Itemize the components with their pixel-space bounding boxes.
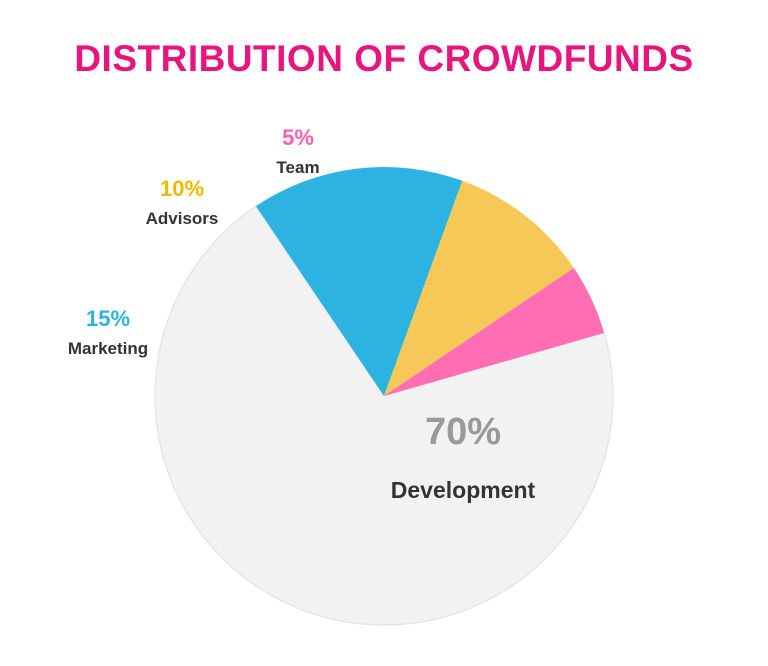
pie-slice-development	[154, 205, 614, 626]
pie-slice-team	[384, 267, 605, 396]
category-label-team: Team	[276, 158, 319, 177]
category-label-advisors: Advisors	[146, 209, 219, 228]
value-label-advisors: 10%	[160, 176, 204, 201]
value-label-development: 70%	[425, 411, 501, 453]
value-label-marketing: 15%	[86, 306, 130, 331]
category-label-marketing: Marketing	[68, 339, 148, 358]
pie-slice-marketing	[255, 166, 463, 396]
chart-title: DISTRIBUTION OF CROWDFUNDS	[74, 38, 694, 79]
pie-slice-advisors	[384, 180, 574, 396]
category-label-development: Development	[391, 477, 536, 503]
value-label-team: 5%	[282, 125, 314, 150]
